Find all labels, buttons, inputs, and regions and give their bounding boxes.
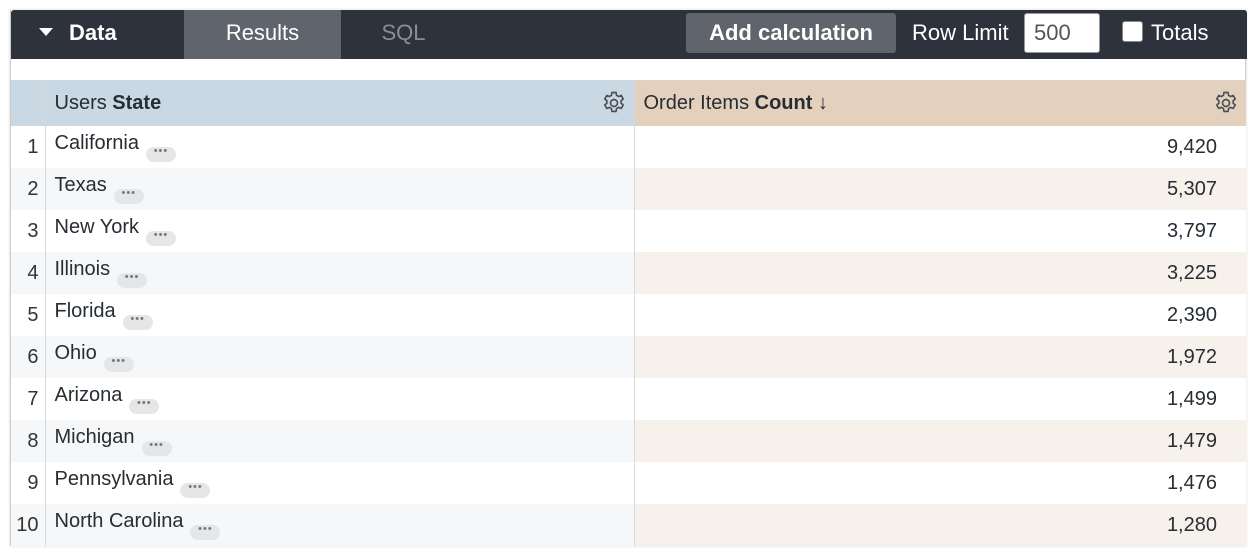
- row-index: 10: [11, 504, 46, 546]
- table-row: 8 Michigan ••• 1,479: [11, 420, 1246, 462]
- state-cell[interactable]: California •••: [45, 126, 635, 168]
- table-row: 9 Pennsylvania ••• 1,476: [11, 462, 1246, 504]
- table-row: 4 Illinois ••• 3,225: [11, 252, 1246, 294]
- state-value: Pennsylvania: [54, 468, 174, 490]
- more-options-icon[interactable]: •••: [180, 482, 211, 498]
- more-options-icon[interactable]: •••: [190, 524, 221, 540]
- column-header-users-state[interactable]: Users State: [45, 80, 635, 126]
- field-name: State: [112, 91, 162, 114]
- results-panel: Data Results SQL Add calculation Row Lim…: [10, 10, 1247, 546]
- table-row: 6 Ohio ••• 1,972: [11, 336, 1246, 378]
- more-options-icon[interactable]: •••: [117, 272, 148, 288]
- add-calculation-button[interactable]: Add calculation: [686, 13, 896, 53]
- state-cell[interactable]: Illinois •••: [45, 252, 635, 294]
- table-row: 3 New York ••• 3,797: [11, 210, 1246, 252]
- state-value: Texas: [54, 174, 107, 196]
- row-limit-input[interactable]: 500: [1024, 13, 1100, 53]
- row-index: 7: [11, 378, 46, 420]
- state-value: Illinois: [54, 258, 111, 280]
- state-cell[interactable]: Florida •••: [45, 294, 635, 336]
- table-row: 7 Arizona ••• 1,499: [11, 378, 1246, 420]
- gear-icon[interactable]: [600, 89, 628, 117]
- count-cell[interactable]: 3,797: [634, 210, 1246, 252]
- row-index: 8: [11, 420, 46, 462]
- table-row: 10 North Carolina ••• 1,280: [11, 504, 1246, 546]
- data-tab[interactable]: Data: [39, 10, 117, 59]
- state-cell[interactable]: New York •••: [45, 210, 635, 252]
- count-cell[interactable]: 1,479: [634, 420, 1246, 462]
- tab-sql[interactable]: SQL: [381, 20, 426, 45]
- data-tab-label: Data: [69, 20, 117, 45]
- results-table: Users State Order Items Count ↓ 1 Califor…: [11, 80, 1246, 546]
- toolbar: Data Results SQL Add calculation Row Lim…: [11, 10, 1247, 59]
- view-name: Order Items: [643, 91, 755, 114]
- field-name: Count: [754, 91, 813, 114]
- caret-down-icon: [39, 28, 53, 36]
- sort-descending-icon: ↓: [817, 91, 828, 114]
- tab-results[interactable]: Results: [184, 10, 341, 59]
- totals-checkbox[interactable]: [1122, 21, 1143, 42]
- gear-icon[interactable]: [1212, 89, 1240, 117]
- row-index: 9: [11, 462, 46, 504]
- state-value: California: [54, 132, 139, 154]
- state-value: Florida: [54, 300, 116, 322]
- count-cell[interactable]: 3,225: [634, 252, 1246, 294]
- row-index-header: [11, 80, 46, 126]
- state-cell[interactable]: Michigan •••: [45, 420, 635, 462]
- row-index: 1: [11, 126, 46, 168]
- more-options-icon[interactable]: •••: [122, 314, 153, 330]
- state-cell[interactable]: Texas •••: [45, 168, 635, 210]
- count-cell[interactable]: 1,972: [634, 336, 1246, 378]
- more-options-icon[interactable]: •••: [145, 146, 176, 162]
- state-value: North Carolina: [54, 510, 184, 532]
- state-cell[interactable]: North Carolina •••: [45, 504, 635, 546]
- more-options-icon[interactable]: •••: [129, 398, 160, 414]
- column-header-order-items-count[interactable]: Order Items Count ↓: [634, 80, 1246, 126]
- row-index: 2: [11, 168, 46, 210]
- totals-label[interactable]: Totals: [1151, 20, 1209, 45]
- state-value: Arizona: [54, 384, 123, 406]
- row-index: 3: [11, 210, 46, 252]
- state-value: Ohio: [54, 342, 97, 364]
- count-cell[interactable]: 9,420: [634, 126, 1246, 168]
- more-options-icon[interactable]: •••: [146, 230, 176, 246]
- row-index: 4: [11, 252, 46, 294]
- table-row: 5 Florida ••• 2,390: [11, 294, 1246, 336]
- state-value: New York: [54, 216, 140, 238]
- more-options-icon[interactable]: •••: [141, 440, 172, 456]
- count-cell[interactable]: 1,476: [634, 462, 1246, 504]
- more-options-icon[interactable]: •••: [113, 188, 144, 204]
- more-options-icon[interactable]: •••: [103, 356, 134, 372]
- state-value: Michigan: [54, 426, 135, 448]
- state-cell[interactable]: Pennsylvania •••: [45, 462, 635, 504]
- count-cell[interactable]: 1,499: [634, 378, 1246, 420]
- row-index: 6: [11, 336, 46, 378]
- header-row: Users State Order Items Count ↓: [11, 80, 1246, 126]
- table-row: 2 Texas ••• 5,307: [11, 168, 1246, 210]
- count-cell[interactable]: 2,390: [634, 294, 1246, 336]
- row-limit-label: Row Limit: [912, 20, 1009, 45]
- view-name: Users: [54, 91, 113, 114]
- row-index: 5: [11, 294, 46, 336]
- count-cell[interactable]: 5,307: [634, 168, 1246, 210]
- count-cell[interactable]: 1,280: [634, 504, 1246, 546]
- state-cell[interactable]: Arizona •••: [45, 378, 635, 420]
- state-cell[interactable]: Ohio •••: [45, 336, 635, 378]
- table-row: 1 California ••• 9,420: [11, 126, 1246, 168]
